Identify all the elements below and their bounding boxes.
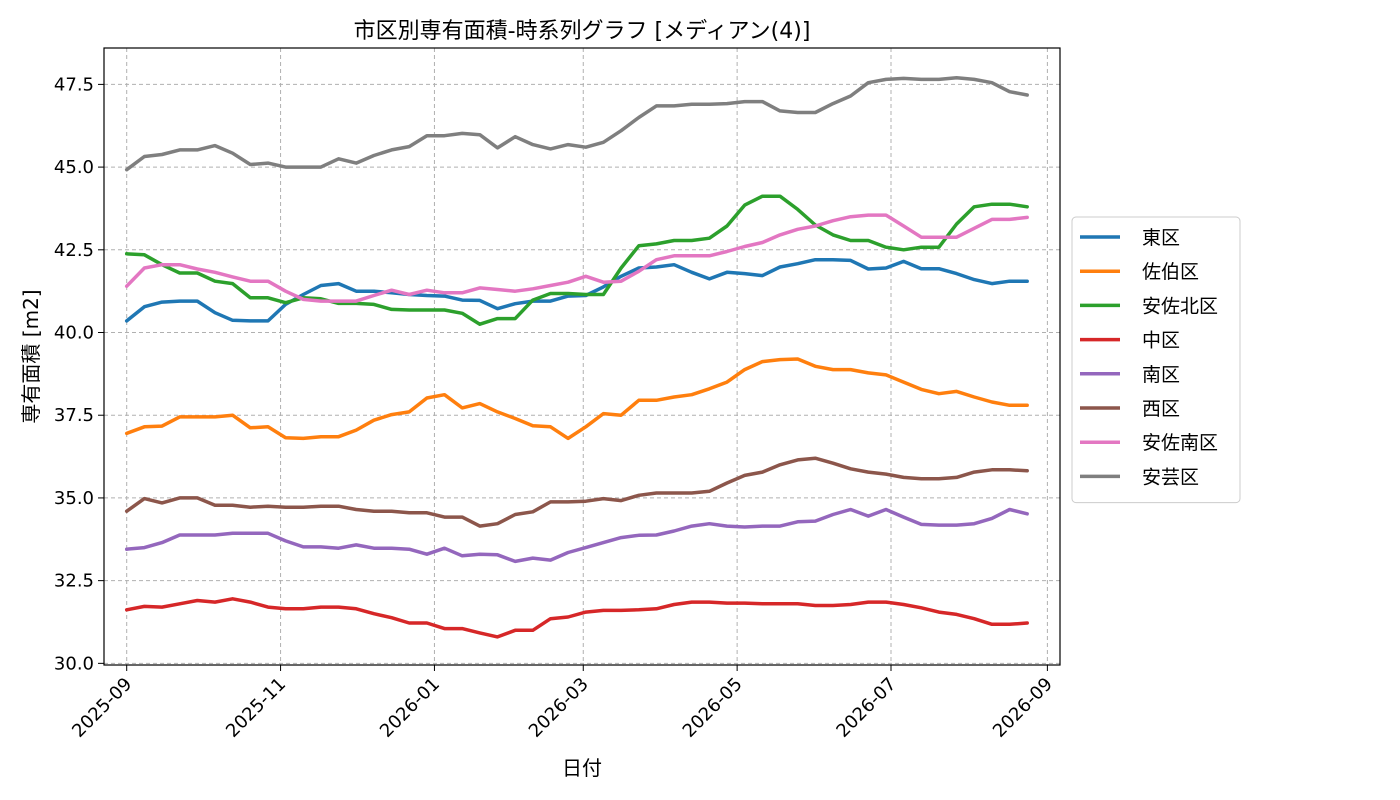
y-tick-label: 47.5 (54, 74, 94, 95)
y-tick-label: 30.0 (54, 653, 94, 674)
legend-label: 安佐南区 (1142, 432, 1218, 454)
legend-label: 佐伯区 (1142, 261, 1199, 283)
y-axis-title: 専有面積 [m2] (19, 289, 43, 423)
x-axis-ticks: 2025-09 2025-11 2026-01 2026-03 2026-05 2026-… (68, 665, 1057, 742)
y-tick-label: 42.5 (54, 240, 94, 261)
x-tick-label: 2025-11 (222, 674, 290, 742)
series-line-2 (124, 194, 1029, 326)
series-lines (124, 76, 1029, 639)
x-tick-label: 2025-09 (68, 674, 136, 742)
y-tick-label: 32.5 (54, 571, 94, 592)
x-tick-label: 2026-09 (989, 674, 1057, 742)
legend-label: 中区 (1142, 330, 1180, 352)
x-tick-label: 2026-03 (525, 674, 593, 742)
series-line-3 (124, 597, 1029, 639)
series-line-4 (124, 507, 1029, 564)
x-tick-label: 2026-05 (679, 674, 747, 742)
plot-frame (103, 47, 1061, 666)
y-tick-label: 37.5 (54, 405, 94, 426)
grid (104, 48, 1060, 665)
series-line-6 (124, 213, 1029, 303)
series-line-1 (124, 357, 1029, 441)
legend-label: 西区 (1142, 398, 1180, 420)
y-tick-label: 35.0 (54, 488, 94, 509)
legend-box (1071, 216, 1241, 504)
y-axis-ticks: 30.0 32.5 35.0 37.5 40.0 42.5 45.0 47.5 (54, 74, 104, 674)
series-line-0 (124, 257, 1029, 323)
legend-label: 安芸区 (1142, 466, 1199, 488)
x-tick-label: 2026-01 (376, 674, 444, 742)
legend-label: 南区 (1142, 364, 1180, 386)
chart-title: 市区別専有面積-時系列グラフ [メディアン(4)] (354, 19, 811, 44)
x-tick-label: 2026-07 (832, 674, 900, 742)
series-line-7 (124, 76, 1029, 172)
y-tick-label: 45.0 (54, 157, 94, 178)
legend-label: 東区 (1142, 227, 1180, 249)
x-axis-title: 日付 (562, 756, 602, 780)
y-tick-label: 40.0 (54, 323, 94, 344)
legend-label: 安佐北区 (1142, 295, 1218, 317)
series-line-5 (124, 456, 1029, 528)
